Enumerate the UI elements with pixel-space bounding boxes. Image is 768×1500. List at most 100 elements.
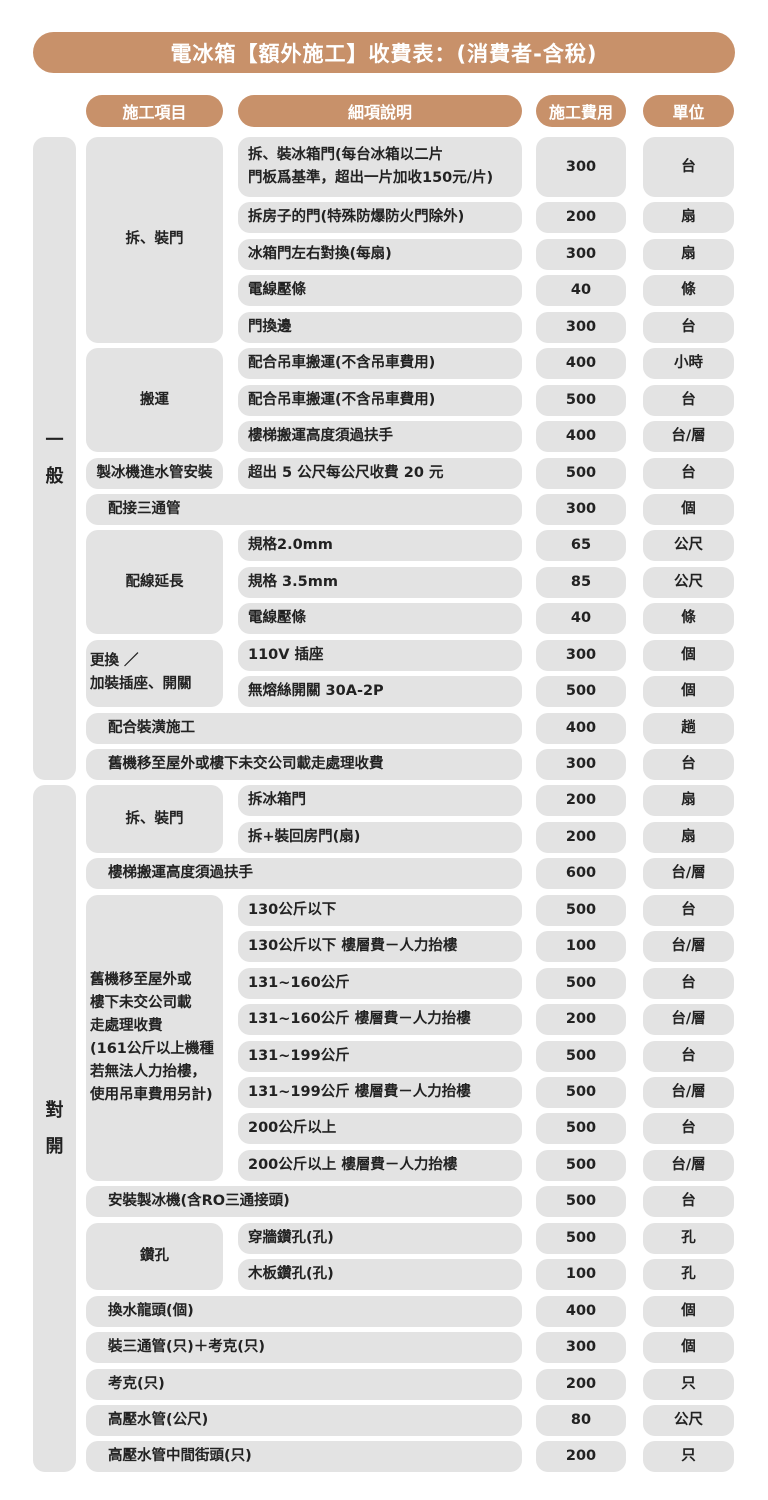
unit-cell: 只 [643, 1441, 734, 1473]
item-cell: 高壓水管中間街頭(只) [86, 1441, 522, 1473]
fee-cell: 300 [536, 1332, 626, 1364]
item-cell: 裝三通管(只)＋考克(只) [86, 1332, 522, 1364]
fee-cell: 300 [536, 238, 626, 270]
unit-cell: 趟 [643, 712, 734, 744]
item-cell: 更換 ／ 加裝插座、開關 [86, 639, 223, 708]
item-cell: 拆、裝門 [86, 137, 223, 343]
header-fee: 施工費用 [536, 95, 626, 127]
detail-cell: 131~160公斤 [238, 967, 522, 999]
fee-cell: 85 [536, 566, 626, 598]
item-cell: 拆、裝門 [86, 785, 223, 853]
detail-cell: 冰箱門左右對換(每扇) [238, 238, 522, 270]
fee-cell: 500 [536, 967, 626, 999]
unit-cell: 台/層 [643, 1077, 734, 1108]
unit-cell: 台 [643, 1186, 734, 1218]
fee-cell: 300 [536, 137, 626, 197]
fee-cell: 500 [536, 1113, 626, 1145]
detail-cell: 200公斤以上 樓層費－人力抬樓 [238, 1149, 522, 1181]
fee-cell: 500 [536, 1040, 626, 1072]
unit-cell: 台/層 [643, 858, 734, 890]
detail-cell: 131~199公斤 樓層費－人力抬樓 [238, 1077, 522, 1108]
detail-cell: 131~160公斤 樓層費－人力抬樓 [238, 1004, 522, 1036]
fee-cell: 500 [536, 894, 626, 926]
item-cell: 舊機移至屋外或 樓下未交公司載 走處理收費 (161公斤以上機種 若無法人力抬樓… [86, 894, 223, 1181]
item-cell: 製冰機進水管安裝 [86, 457, 223, 489]
detail-cell: 拆+裝回房門(扇) [238, 821, 522, 853]
unit-cell: 個 [643, 1332, 734, 1364]
unit-cell: 扇 [643, 785, 734, 817]
fee-cell: 300 [536, 493, 626, 525]
detail-cell: 130公斤以下 樓層費－人力抬樓 [238, 931, 522, 963]
unit-cell: 公尺 [643, 566, 734, 598]
fee-cell: 500 [536, 1186, 626, 1218]
unit-cell: 台/層 [643, 931, 734, 963]
fee-cell: 500 [536, 1149, 626, 1181]
fee-cell: 600 [536, 858, 626, 890]
unit-cell: 台 [643, 1113, 734, 1145]
fee-cell: 500 [536, 384, 626, 416]
header-item: 施工項目 [86, 95, 223, 127]
item-cell: 配合裝潢施工 [86, 712, 522, 744]
fee-cell: 500 [536, 676, 626, 708]
unit-cell: 個 [643, 676, 734, 708]
fee-cell: 200 [536, 1004, 626, 1036]
detail-cell: 無熔絲開關 30A-2P [238, 676, 522, 708]
detail-cell: 木板鑽孔(孔) [238, 1259, 522, 1291]
fee-cell: 300 [536, 749, 626, 781]
page-title: 電冰箱【額外施工】收費表：(消費者-含稅) [33, 32, 735, 73]
item-cell: 鑽孔 [86, 1222, 223, 1291]
unit-cell: 扇 [643, 821, 734, 853]
section-label-char: 般 [45, 465, 64, 487]
fee-cell: 500 [536, 1222, 626, 1254]
unit-cell: 小時 [643, 348, 734, 380]
detail-cell: 拆、裝冰箱門(每台冰箱以二片 門板爲基準，超出一片加收150元/片) [238, 137, 522, 197]
unit-cell: 條 [643, 275, 734, 307]
item-cell: 配線延長 [86, 530, 223, 635]
unit-cell: 個 [643, 1295, 734, 1327]
unit-cell: 只 [643, 1368, 734, 1400]
unit-cell: 台/層 [643, 1149, 734, 1181]
detail-cell: 電線壓條 [238, 275, 522, 307]
unit-cell: 台 [643, 457, 734, 489]
fee-cell: 500 [536, 1077, 626, 1108]
header-desc: 細項說明 [238, 95, 522, 127]
fee-cell: 300 [536, 639, 626, 671]
unit-cell: 台/層 [643, 421, 734, 453]
fee-cell: 80 [536, 1404, 626, 1436]
fee-cell: 200 [536, 202, 626, 234]
fee-cell: 100 [536, 931, 626, 963]
section-label: 對開 [33, 785, 76, 1473]
unit-cell: 個 [643, 493, 734, 525]
detail-cell: 配合吊車搬運(不含吊車費用) [238, 384, 522, 416]
item-cell: 考克(只) [86, 1368, 522, 1400]
unit-cell: 台 [643, 1040, 734, 1072]
item-cell: 高壓水管(公尺) [86, 1404, 522, 1436]
fee-cell: 65 [536, 530, 626, 562]
fee-cell: 400 [536, 712, 626, 744]
section-label: 一般 [33, 137, 76, 781]
fee-cell: 200 [536, 1368, 626, 1400]
unit-cell: 條 [643, 603, 734, 635]
detail-cell: 樓梯搬運高度須過扶手 [238, 421, 522, 453]
item-cell: 安裝製冰機(含RO三通接頭) [86, 1186, 522, 1218]
item-cell: 配接三通管 [86, 493, 522, 525]
section-label-char: 開 [45, 1135, 64, 1157]
detail-cell: 130公斤以下 [238, 894, 522, 926]
detail-cell: 拆冰箱門 [238, 785, 522, 817]
fee-cell: 400 [536, 1295, 626, 1327]
fee-cell: 200 [536, 821, 626, 853]
fee-cell: 400 [536, 421, 626, 453]
unit-cell: 台/層 [643, 1004, 734, 1036]
section-label-char: 一 [45, 429, 64, 451]
detail-cell: 200公斤以上 [238, 1113, 522, 1145]
unit-cell: 扇 [643, 202, 734, 234]
detail-cell: 電線壓條 [238, 603, 522, 635]
item-cell: 搬運 [86, 348, 223, 453]
fee-cell: 400 [536, 348, 626, 380]
unit-cell: 孔 [643, 1259, 734, 1291]
unit-cell: 台 [643, 749, 734, 781]
item-cell: 樓梯搬運高度須過扶手 [86, 858, 522, 890]
unit-cell: 個 [643, 639, 734, 671]
unit-cell: 台 [643, 384, 734, 416]
detail-cell: 超出 5 公尺每公尺收費 20 元 [238, 457, 522, 489]
